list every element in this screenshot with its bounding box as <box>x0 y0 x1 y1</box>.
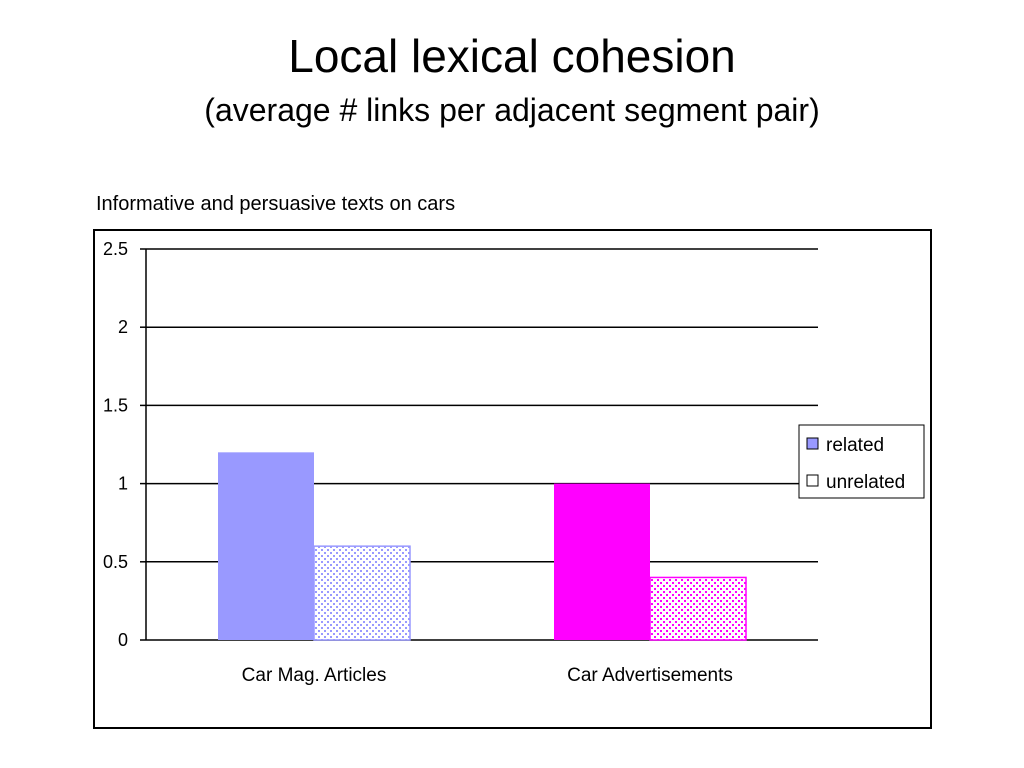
bar-unrelated-car-mag-articles <box>313 545 411 641</box>
chart-frame <box>93 229 932 729</box>
y-axis-ticks: 0 0.5 1 1.5 2 2.5 <box>103 239 146 650</box>
y-tick-label: 2.5 <box>103 239 128 259</box>
legend-label-unrelated: unrelated <box>826 472 905 493</box>
legend-swatch-unrelated <box>806 474 819 487</box>
x-axis-labels: Car Mag. Articles Car Advertisements <box>242 665 733 686</box>
bar-related-car-advertisements <box>554 483 650 640</box>
legend-box <box>798 424 925 499</box>
slide-title: Local lexical cohesion <box>288 30 736 82</box>
chart-caption: Informative and persuasive texts on cars <box>96 193 456 215</box>
y-tick-label: 1 <box>118 474 128 494</box>
legend-label-related: related <box>826 435 884 456</box>
legend: related unrelated <box>798 424 925 499</box>
y-tick-label: 0.5 <box>103 552 128 572</box>
x-category-label: Car Mag. Articles <box>242 665 387 686</box>
bar-related-car-mag-articles <box>218 452 314 640</box>
x-category-label: Car Advertisements <box>567 665 733 686</box>
bar-unrelated-car-advertisements <box>649 576 747 641</box>
y-tick-label: 0 <box>118 630 128 650</box>
legend-swatch-related <box>806 437 819 450</box>
bars <box>218 452 747 641</box>
y-tick-label: 1.5 <box>103 395 128 415</box>
y-tick-label: 2 <box>118 317 128 337</box>
slide-subtitle: (average # links per adjacent segment pa… <box>204 92 820 128</box>
